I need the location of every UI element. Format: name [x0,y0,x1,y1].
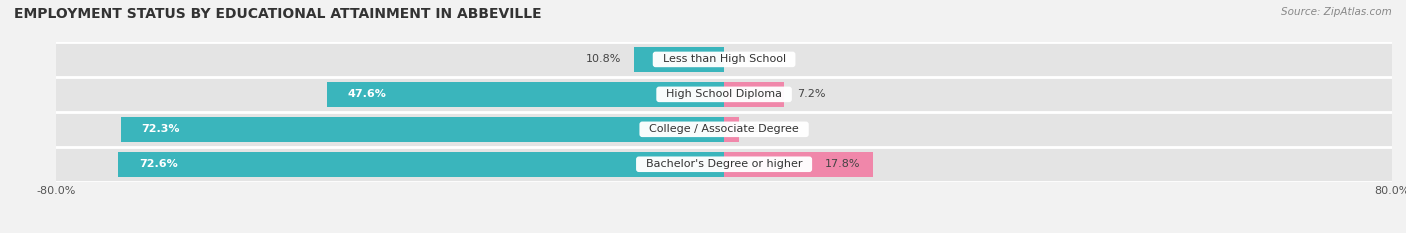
Text: 7.2%: 7.2% [797,89,825,99]
Bar [56,147,1392,182]
Bar [634,47,724,72]
Text: 72.3%: 72.3% [142,124,180,134]
Text: College / Associate Degree: College / Associate Degree [643,124,806,134]
Text: Source: ZipAtlas.com: Source: ZipAtlas.com [1281,7,1392,17]
Text: Bachelor's Degree or higher: Bachelor's Degree or higher [638,159,810,169]
Bar [56,112,1392,147]
Text: 0.0%: 0.0% [737,55,765,64]
Bar [724,152,873,177]
Text: Less than High School: Less than High School [655,55,793,64]
Bar [118,152,724,177]
Text: High School Diploma: High School Diploma [659,89,789,99]
Text: 17.8%: 17.8% [825,159,860,169]
Bar [56,77,1392,112]
Text: 10.8%: 10.8% [586,55,621,64]
Bar [56,42,1392,77]
Bar [121,117,724,142]
Text: 1.8%: 1.8% [752,124,780,134]
Text: 72.6%: 72.6% [139,159,177,169]
Bar [724,82,785,107]
Text: EMPLOYMENT STATUS BY EDUCATIONAL ATTAINMENT IN ABBEVILLE: EMPLOYMENT STATUS BY EDUCATIONAL ATTAINM… [14,7,541,21]
Text: 47.6%: 47.6% [347,89,387,99]
Bar [724,117,740,142]
Bar [326,82,724,107]
